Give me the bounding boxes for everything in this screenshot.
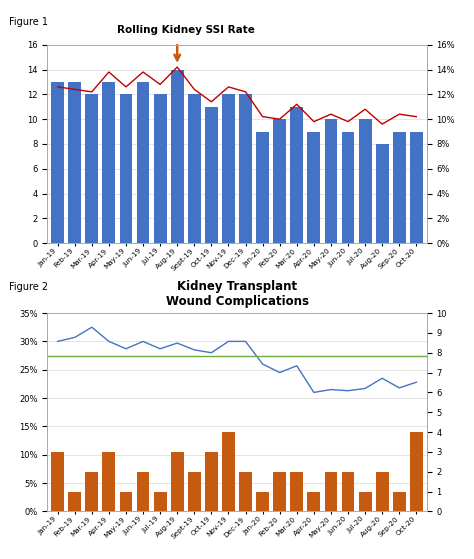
Bar — [393, 492, 406, 511]
Bar — [205, 107, 218, 243]
Bar — [137, 82, 149, 243]
Bar — [171, 452, 183, 511]
Bar — [85, 472, 98, 511]
Bar — [359, 492, 372, 511]
Bar — [325, 119, 337, 243]
Bar — [222, 432, 235, 511]
Bar — [325, 472, 337, 511]
Bar — [393, 131, 406, 243]
Bar — [291, 107, 303, 243]
Bar — [342, 472, 355, 511]
Bar — [102, 452, 115, 511]
Text: Figure 2: Figure 2 — [9, 282, 49, 292]
Bar — [308, 131, 320, 243]
Bar — [239, 94, 252, 243]
Bar — [205, 452, 218, 511]
Bar — [222, 94, 235, 243]
Bar — [410, 432, 423, 511]
Bar — [102, 82, 115, 243]
Bar — [188, 94, 201, 243]
Bar — [410, 131, 423, 243]
Bar — [68, 492, 81, 511]
Bar — [256, 131, 269, 243]
Bar — [376, 144, 389, 243]
Text: Rolling Kidney SSI Rate: Rolling Kidney SSI Rate — [117, 25, 255, 35]
Bar — [68, 82, 81, 243]
Bar — [85, 94, 98, 243]
Bar — [51, 82, 64, 243]
Bar — [273, 119, 286, 243]
Bar — [137, 472, 149, 511]
Bar — [119, 94, 132, 243]
Text: Figure 1: Figure 1 — [9, 17, 48, 27]
Bar — [154, 492, 166, 511]
Legend: Number of Cases, Percentage: Number of Cases, Percentage — [146, 315, 328, 330]
Bar — [291, 472, 303, 511]
Bar — [342, 131, 355, 243]
Bar — [51, 452, 64, 511]
Bar — [154, 94, 166, 243]
Bar — [359, 119, 372, 243]
Bar — [376, 472, 389, 511]
Bar — [273, 472, 286, 511]
Bar — [256, 492, 269, 511]
Bar — [119, 492, 132, 511]
Bar — [239, 472, 252, 511]
Bar — [171, 69, 183, 243]
Title: Kidney Transplant
Wound Complications: Kidney Transplant Wound Complications — [165, 280, 309, 307]
Bar — [188, 472, 201, 511]
Bar — [308, 492, 320, 511]
